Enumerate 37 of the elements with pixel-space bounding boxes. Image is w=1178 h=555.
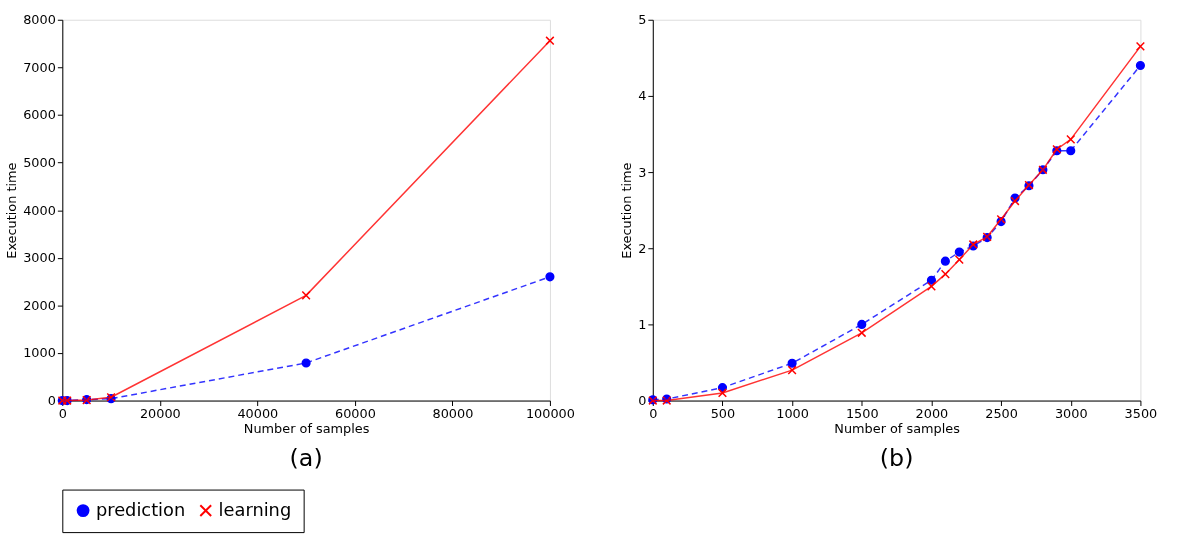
text: (a) [289,443,323,472]
x-tick-label: 3500 [1124,405,1158,421]
y-tick-label: 8000 [23,12,56,28]
x-tick-label: 1000 [776,405,809,421]
x-tick-label: 60000 [334,405,376,421]
x-tick-label: 500 [710,405,736,421]
y-tick-label: 3000 [23,250,56,266]
x-axis-title: Number of samples [243,420,370,436]
text: (b) [879,443,914,472]
y-tick-label: 1000 [23,345,56,361]
y-tick-label: 0 [47,393,56,409]
y-tick-label: 4 [638,88,647,104]
legend-label: prediction [95,498,186,520]
y-tick-label: 1 [638,316,647,332]
x-tick-label: 0 [58,405,67,421]
y-tick-label: 4000 [23,202,56,218]
x-tick-label: 1500 [845,405,879,421]
y-axis-title: Execution time [4,162,20,259]
x-tick-label: 3000 [1054,405,1088,421]
y-tick-label: 2 [638,240,647,256]
y-tick-label: 0 [638,393,647,409]
y-tick-label: 6000 [23,107,56,123]
x-tick-label: 40000 [237,405,279,421]
x-tick-label: 2000 [915,405,949,421]
y-tick-label: 2000 [23,297,56,313]
y-tick-label: 3 [638,164,647,180]
legend-label: learning [218,498,292,520]
y-tick-label: 7000 [23,59,56,75]
x-tick-label: 0 [649,405,658,421]
y-axis-title: Execution time [619,162,635,259]
x-tick-label: 80000 [432,405,474,421]
x-tick-label: 2500 [985,405,1018,421]
y-tick-label: 5000 [23,155,56,171]
x-tick-label: 20000 [139,405,181,421]
y-tick-label: 5 [638,12,647,28]
x-tick-label: 100000 [525,405,575,421]
x-axis-title: Number of samples [834,420,961,436]
